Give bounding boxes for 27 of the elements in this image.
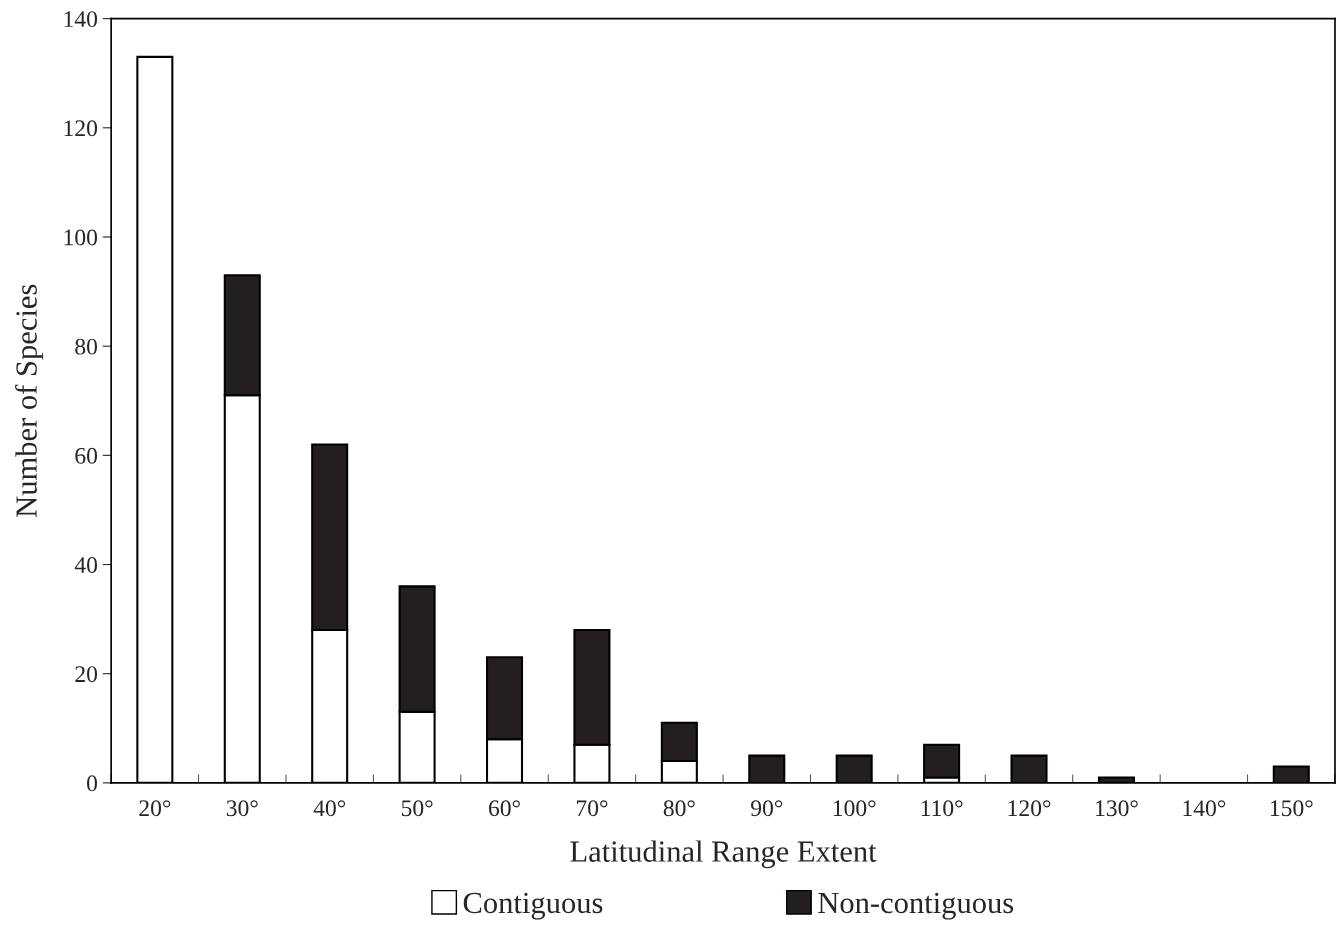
y-axis-title: Number of Species (15, 284, 44, 517)
legend-label: Contiguous (463, 892, 603, 920)
legend-label: Non-contiguous (818, 892, 1014, 920)
y-tick-label: 120 (64, 120, 98, 137)
x-tick-label: 110° (921, 800, 963, 817)
x-tick-label: 140° (1183, 800, 1226, 817)
x-tick-label: 60° (489, 800, 520, 817)
x-tick-label: 70° (576, 800, 608, 817)
x-tick-label: 120° (1008, 800, 1051, 817)
y-tick-label: 140 (64, 11, 98, 28)
y-tick-label: 40 (74, 557, 98, 573)
y-tick-label: 100 (64, 229, 98, 246)
y-tick-label: 20 (75, 666, 98, 683)
y-tick-label: 0 (87, 775, 98, 792)
x-tick-label: 80° (663, 800, 695, 817)
x-tick-label: 30° (226, 800, 258, 817)
x-tick-label: 50° (401, 800, 433, 817)
x-tick-label: 40° (313, 800, 346, 817)
bar (923, 743, 961, 779)
x-tick-label: 20° (139, 800, 171, 817)
x-tick-label: 90° (751, 800, 783, 817)
x-tick-label: 130° (1096, 800, 1138, 817)
y-tick-label: 80 (75, 338, 98, 355)
x-tick-label: 150° (1270, 800, 1313, 817)
x-tick-label: 100° (833, 800, 876, 817)
y-tick-label: 60 (75, 447, 98, 464)
x-axis-title: Latitudinal Range Extent (570, 840, 877, 869)
